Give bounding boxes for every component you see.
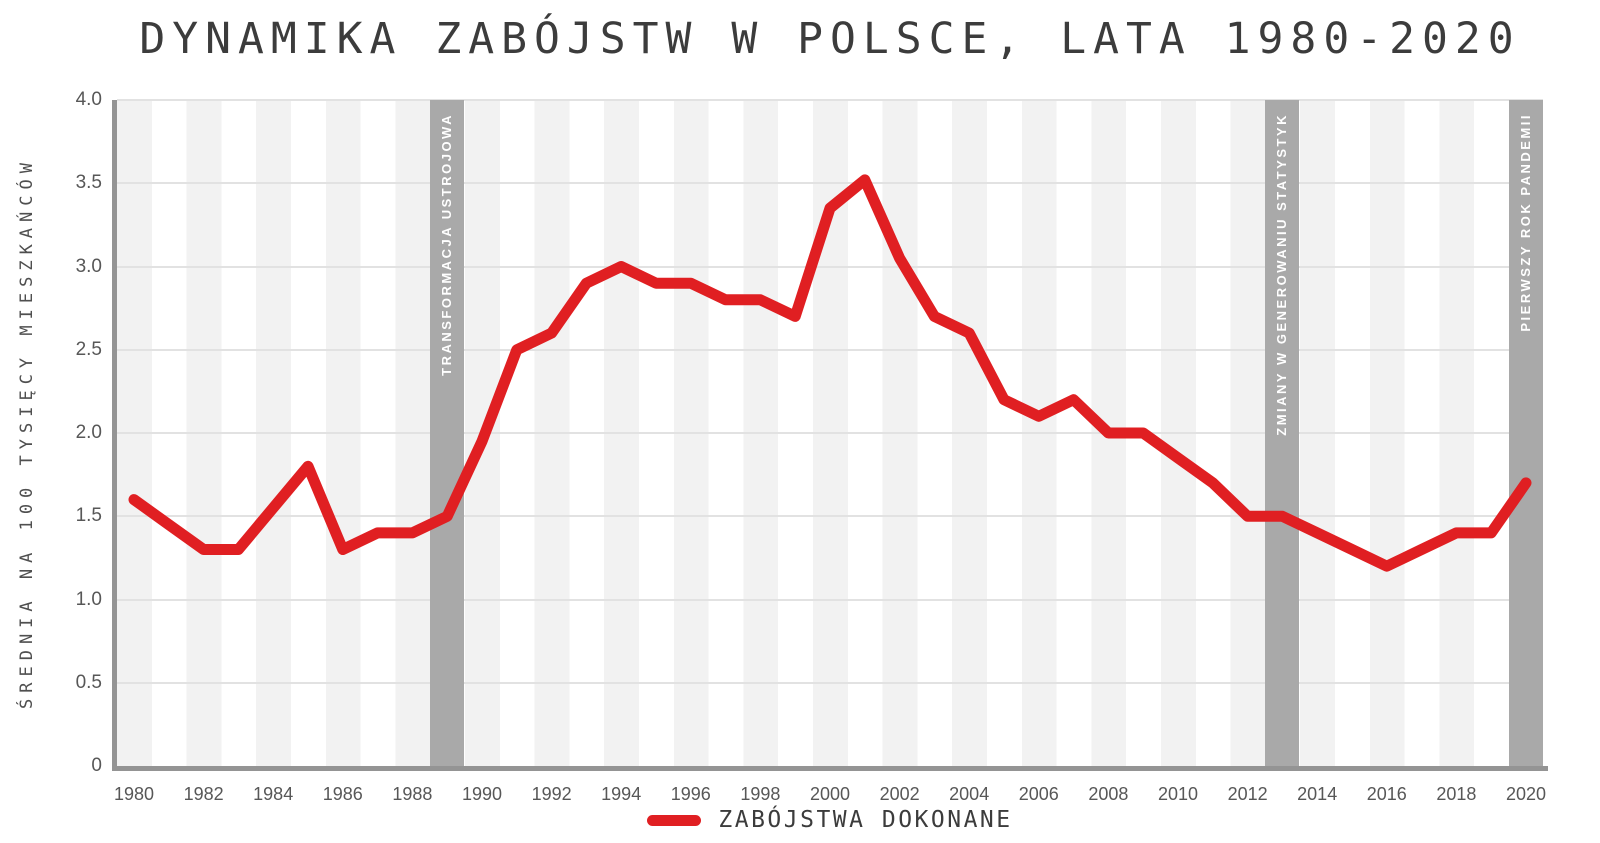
x-tick-label: 1996 — [670, 784, 711, 804]
gridline — [117, 598, 1543, 601]
data-line-layer — [128, 174, 1532, 572]
gridline — [117, 182, 1543, 185]
x-tick-label: 1988 — [392, 784, 433, 804]
x-tick-label: 1980 — [113, 784, 155, 804]
x-tick-label: 2002 — [879, 784, 920, 804]
x-tick-label: 2014 — [1297, 784, 1338, 804]
gridline — [117, 681, 1543, 684]
x-tick-label: 2000 — [809, 784, 851, 804]
gridline — [117, 265, 1543, 268]
gridline — [117, 348, 1543, 351]
x-tick-label: 1998 — [740, 784, 781, 804]
y-tick-label: 0 — [91, 755, 102, 776]
chart-title: DYNAMIKA ZABÓJSTW W POLSCE, LATA 1980-20… — [139, 14, 1521, 64]
y-tick-label: 2.0 — [75, 422, 102, 443]
x-tick-label: 2012 — [1227, 784, 1268, 804]
plot-area: TRANSFORMACJA USTROJOWA ZMIANY W GENEROWA… — [117, 99, 1543, 766]
x-tick-label: 2016 — [1366, 784, 1407, 804]
y-tick-label: 1.5 — [75, 505, 102, 527]
annotation-band-1989: TRANSFORMACJA USTROJOWA — [430, 100, 465, 766]
gridline — [117, 515, 1543, 518]
annotation-band-2020: PIERWSZY ROK PANDEMII — [1509, 100, 1543, 766]
legend-line-swatch — [647, 814, 702, 826]
y-tick-label: 1.0 — [75, 588, 102, 610]
gridline — [117, 99, 1543, 101]
x-tick-label: 2004 — [949, 784, 990, 804]
x-tick-label: 1986 — [322, 784, 363, 804]
legend: ZABÓJSTWA DOKONANE — [117, 804, 1543, 836]
x-tick-label: 1984 — [253, 784, 294, 804]
y-axis-title: ŚREDNIA NA 100 TYSIĘCY MIESZKAŃCÓW — [17, 157, 37, 709]
x-tick-label: 1990 — [461, 784, 503, 804]
annotation-band-2013: ZMIANY W GENEROWANIU STATYSTYK — [1265, 100, 1300, 766]
y-tick-label: 3.0 — [75, 255, 102, 277]
y-tick-label: 0.5 — [75, 671, 102, 693]
series-line — [128, 174, 1532, 572]
legend-label: ZABÓJSTWA DOKONANE — [718, 807, 1013, 833]
y-tick-label: 3.5 — [75, 172, 102, 194]
x-tick-label: 1994 — [601, 784, 642, 804]
x-tick-label: 2020 — [1505, 784, 1547, 804]
x-tick-label: 1992 — [531, 784, 572, 804]
x-tick-label: 2006 — [1018, 784, 1059, 804]
x-tick-label: 2008 — [1088, 784, 1129, 804]
gridline — [117, 432, 1543, 434]
x-tick-label: 2018 — [1436, 784, 1477, 804]
y-tick-label: 4.0 — [75, 89, 102, 110]
x-tick-label: 2010 — [1157, 784, 1199, 804]
x-axis-line — [112, 766, 1548, 771]
y-axis-line — [112, 100, 117, 771]
y-tick-label: 2.5 — [75, 338, 102, 360]
x-tick-label: 1982 — [183, 784, 224, 804]
